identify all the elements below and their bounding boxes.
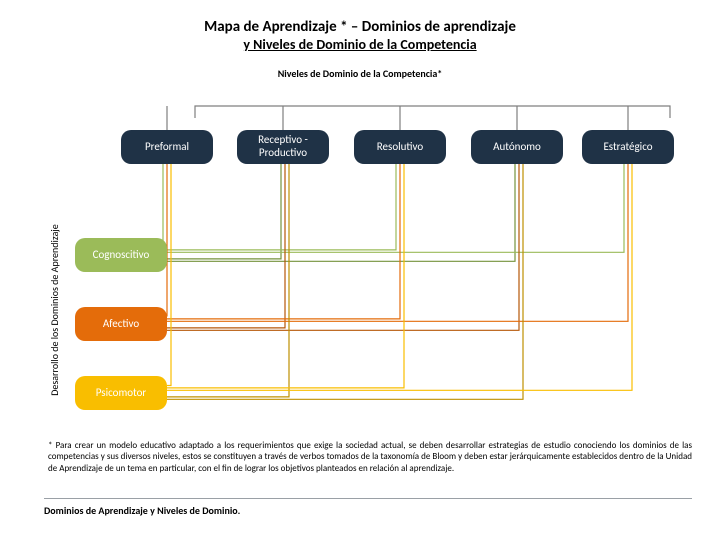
y-axis-label: Desarrollo de los Dominios de Aprendizaj…: [48, 210, 61, 410]
title-line2: y Niveles de Dominio de la Competencia: [0, 36, 720, 53]
title-block: Mapa de Aprendizaje * – Dominios de apre…: [0, 0, 720, 53]
level-pill-0: Preformal: [121, 130, 213, 164]
subtitle: Niveles de Dominio de la Competencia*: [0, 67, 720, 80]
domain-pill-2: Psicomotor: [75, 376, 167, 410]
domain-pill-0: Cognoscitivo: [75, 238, 167, 272]
level-pill-4: Estratégico: [582, 130, 674, 164]
footnote-text: * Para crear un modelo educativo adaptad…: [48, 440, 692, 474]
title-line1: Mapa de Aprendizaje * – Dominios de apre…: [0, 18, 720, 36]
level-pill-1: Receptivo - Productivo: [237, 130, 329, 164]
level-pill-3: Autónomo: [471, 130, 563, 164]
footer-rule: [44, 498, 692, 499]
level-pill-2: Resolutivo: [354, 130, 446, 164]
figure-caption: Dominios de Aprendizaje y Niveles de Dom…: [44, 504, 240, 517]
domain-pill-1: Afectivo: [75, 307, 167, 341]
